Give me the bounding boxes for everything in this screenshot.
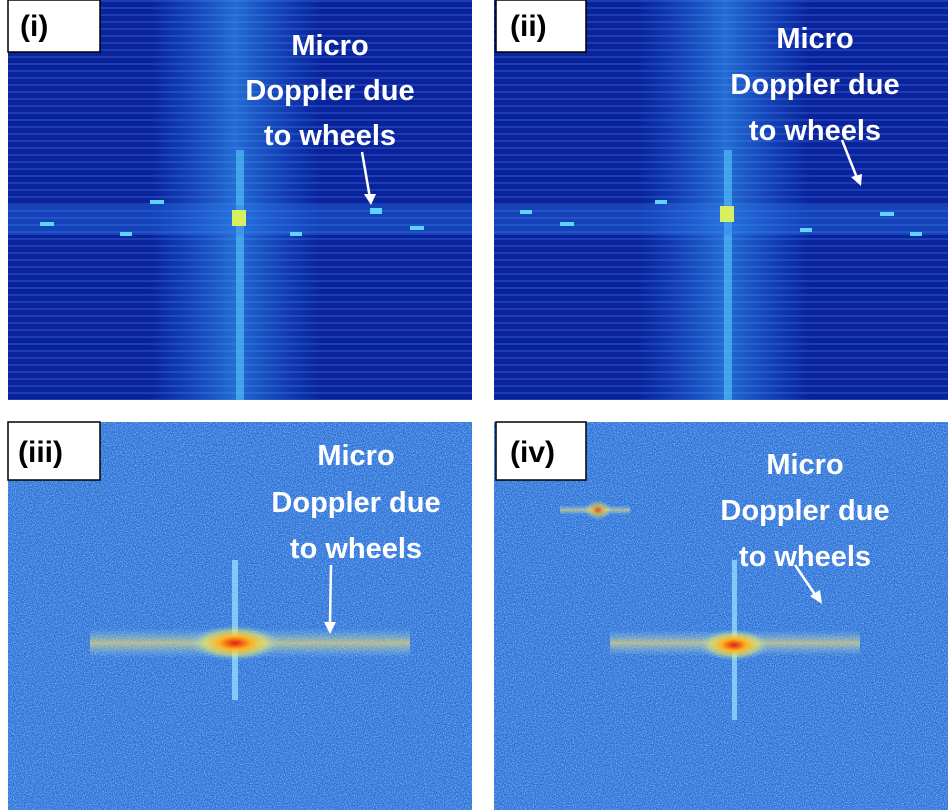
annotation: Micro — [766, 449, 843, 481]
annotation: to wheels — [264, 120, 396, 152]
panel-label: (iv) — [510, 436, 555, 469]
panel: (ii) Micro Doppler due to wheels — [494, 0, 948, 400]
panel: (i) Micro Doppler due to wheels — [8, 0, 472, 400]
panel-label: (iii) — [18, 436, 63, 469]
annotation: Micro — [776, 23, 853, 55]
annotation: Doppler due — [720, 495, 889, 527]
annotation: Doppler due — [730, 69, 899, 101]
annotation: Doppler due — [245, 75, 414, 107]
annotation: Micro — [317, 440, 394, 472]
panel: (iv) Micro Doppler due to wheels — [494, 422, 948, 810]
panel-label: (i) — [20, 10, 48, 43]
panel-label: (ii) — [510, 10, 547, 43]
arrow — [330, 565, 331, 624]
figure: (i) Micro Doppler due to wheels (ii) Mic… — [0, 0, 948, 810]
annotation: to wheels — [290, 533, 422, 565]
annotation: to wheels — [749, 115, 881, 147]
annotation: Micro — [291, 30, 368, 62]
annotation: Doppler due — [271, 487, 440, 519]
panel: (iii) Micro Doppler due to wheels — [8, 422, 472, 810]
annotation: to wheels — [739, 541, 871, 573]
